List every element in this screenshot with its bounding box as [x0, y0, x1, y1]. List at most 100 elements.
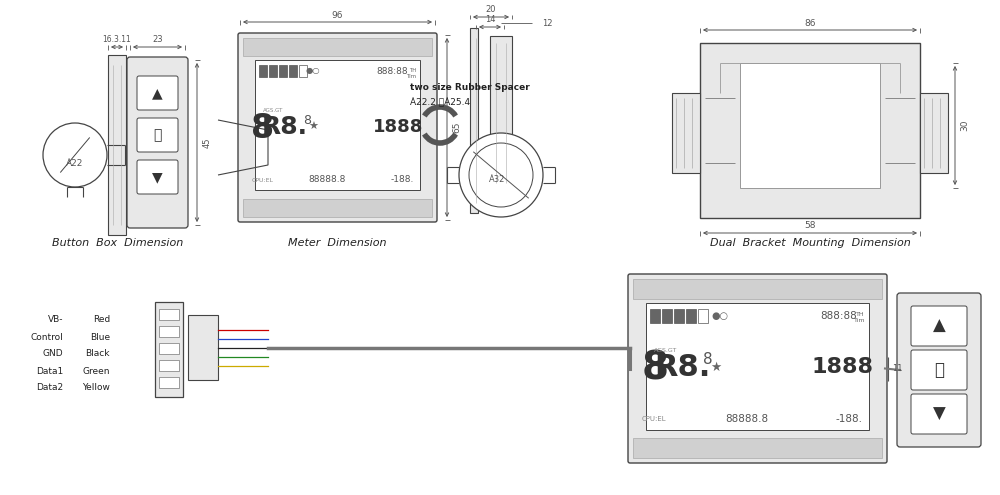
Bar	[108, 55, 126, 235]
Text: ⏻: ⏻	[934, 361, 944, 379]
Bar	[159, 377, 179, 388]
Bar	[243, 199, 432, 217]
FancyBboxPatch shape	[911, 306, 967, 346]
Text: ▼: ▼	[152, 170, 163, 184]
FancyBboxPatch shape	[137, 160, 178, 194]
Bar	[159, 309, 179, 320]
Bar	[672, 93, 700, 173]
Bar	[470, 28, 478, 213]
Text: 12: 12	[542, 18, 552, 28]
Bar	[633, 279, 882, 299]
Bar	[920, 93, 948, 173]
Text: 58: 58	[804, 221, 816, 231]
Bar	[159, 326, 179, 337]
FancyBboxPatch shape	[897, 293, 981, 447]
Bar	[289, 65, 297, 77]
Text: ▲: ▲	[152, 86, 163, 100]
Text: Green: Green	[82, 366, 110, 376]
Bar	[662, 309, 672, 323]
Bar	[674, 309, 684, 323]
Text: Red: Red	[93, 315, 110, 325]
Text: 1888: 1888	[812, 357, 874, 377]
Text: 20: 20	[486, 5, 496, 14]
Text: R8.: R8.	[654, 353, 710, 383]
Text: Blue: Blue	[90, 333, 110, 342]
Bar	[686, 309, 696, 323]
Text: -188.: -188.	[836, 414, 862, 424]
Text: -188.: -188.	[390, 176, 414, 185]
Text: AGS.GT: AGS.GT	[263, 108, 283, 113]
Text: Button  Box  Dimension: Button Box Dimension	[52, 238, 184, 248]
Bar	[159, 343, 179, 354]
Text: ⏻: ⏻	[153, 128, 162, 142]
Text: CPU:EL: CPU:EL	[252, 178, 274, 183]
Bar	[650, 309, 660, 323]
FancyBboxPatch shape	[137, 76, 178, 110]
Text: Data1: Data1	[36, 366, 63, 376]
Text: TH
Tim: TH Tim	[406, 68, 416, 79]
Text: ★: ★	[308, 122, 318, 132]
Text: 16.3.11: 16.3.11	[103, 36, 131, 45]
Text: 8: 8	[251, 111, 275, 145]
Text: VB-: VB-	[48, 315, 63, 325]
FancyBboxPatch shape	[238, 33, 437, 222]
Text: 65: 65	[452, 122, 462, 133]
Bar	[269, 65, 277, 77]
Bar	[646, 303, 869, 430]
Text: R8.: R8.	[262, 115, 308, 139]
Text: 8: 8	[303, 113, 311, 127]
Bar	[155, 302, 183, 397]
Bar	[159, 360, 179, 371]
Circle shape	[43, 123, 107, 187]
FancyBboxPatch shape	[137, 118, 178, 152]
Text: two size Rubber Spacer: two size Rubber Spacer	[410, 84, 530, 93]
Text: AGS.GT: AGS.GT	[654, 347, 678, 352]
Bar	[700, 43, 920, 218]
Text: 8: 8	[642, 350, 668, 388]
Bar	[490, 36, 512, 191]
Text: 88888.8: 88888.8	[308, 176, 346, 185]
Text: 88888.8: 88888.8	[725, 414, 769, 424]
Text: ▼: ▼	[933, 405, 945, 423]
Text: 30: 30	[960, 120, 970, 131]
Text: Data2: Data2	[36, 384, 63, 393]
Bar	[633, 438, 882, 458]
Text: ▲: ▲	[933, 317, 945, 335]
FancyBboxPatch shape	[628, 274, 887, 463]
Bar	[259, 65, 267, 77]
Bar	[698, 309, 708, 323]
Text: 888:88: 888:88	[821, 311, 857, 321]
Text: Meter  Dimension: Meter Dimension	[288, 238, 386, 248]
Text: 11: 11	[892, 364, 902, 373]
Text: ●○: ●○	[306, 66, 320, 76]
Text: 96: 96	[332, 10, 343, 19]
Text: 23: 23	[152, 36, 163, 45]
FancyBboxPatch shape	[127, 57, 188, 228]
Text: Ȧ22.2 或Ȧ25.4: Ȧ22.2 或Ȧ25.4	[410, 98, 470, 108]
Text: Yellow: Yellow	[82, 384, 110, 393]
Text: Control: Control	[30, 333, 63, 342]
Text: 14: 14	[485, 15, 495, 24]
Text: Black: Black	[86, 349, 110, 358]
Circle shape	[459, 133, 543, 217]
Bar	[188, 315, 218, 380]
Text: TH
Tim: TH Tim	[854, 312, 865, 323]
Text: ●○: ●○	[712, 311, 728, 321]
Bar	[243, 38, 432, 56]
Text: 1888: 1888	[373, 118, 423, 136]
Text: ★: ★	[710, 360, 722, 374]
Text: 888:88: 888:88	[376, 66, 408, 76]
Text: Ȧ32: Ȧ32	[489, 176, 505, 185]
Text: 86: 86	[804, 18, 816, 28]
FancyBboxPatch shape	[911, 350, 967, 390]
Text: Ȧ22: Ȧ22	[66, 158, 84, 167]
Bar	[740, 63, 880, 188]
Text: GND: GND	[42, 349, 63, 358]
Text: 8: 8	[703, 352, 713, 367]
FancyBboxPatch shape	[911, 394, 967, 434]
Text: Dual  Bracket  Mounting  Dimension: Dual Bracket Mounting Dimension	[710, 238, 910, 248]
Circle shape	[469, 143, 533, 207]
Text: 45: 45	[202, 137, 212, 148]
Bar	[299, 65, 307, 77]
Bar	[255, 60, 420, 190]
